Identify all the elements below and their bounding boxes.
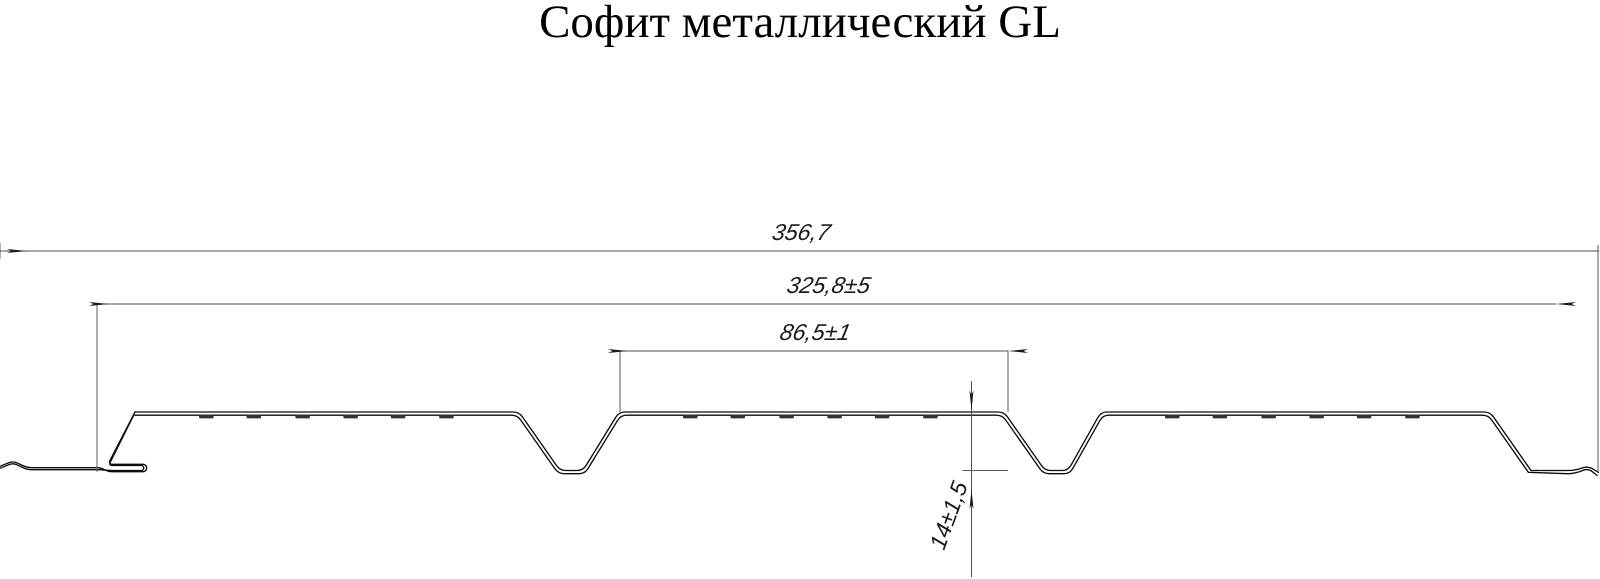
svg-text:86,5±1: 86,5±1 bbox=[778, 319, 854, 345]
svg-text:14±1,5: 14±1,5 bbox=[924, 478, 973, 553]
svg-text:325,8±5: 325,8±5 bbox=[785, 272, 873, 298]
svg-text:356,7: 356,7 bbox=[770, 219, 834, 245]
